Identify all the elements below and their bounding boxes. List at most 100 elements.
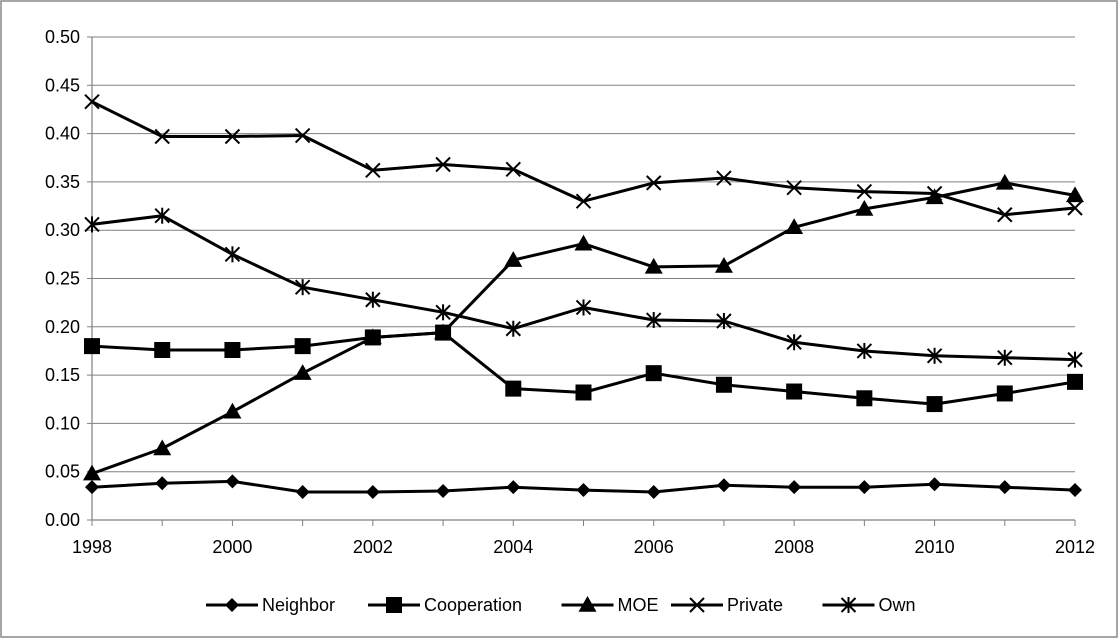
data-point xyxy=(154,341,171,358)
data-point xyxy=(856,390,873,407)
data-point xyxy=(294,127,311,144)
data-point xyxy=(84,216,100,233)
data-point xyxy=(294,279,311,296)
data-point xyxy=(365,162,381,179)
y-tick-labels: 0.00 0.05 0.10 0.15 0.20 0.25 0.30 0.35 0.40 0.45… xyxy=(45,27,80,530)
series-neighbor xyxy=(85,474,1082,499)
legend-label: Neighbor xyxy=(262,595,335,615)
series-moe xyxy=(83,173,1084,481)
legend-marker xyxy=(840,597,857,613)
data-point xyxy=(224,341,241,358)
data-point xyxy=(506,480,521,495)
y-tick-label: 0.10 xyxy=(45,413,80,433)
data-point xyxy=(154,207,170,224)
data-point xyxy=(995,173,1014,190)
data-point xyxy=(576,483,591,498)
legend-label: Own xyxy=(879,595,916,615)
data-point xyxy=(363,328,382,345)
series-group xyxy=(83,94,1084,499)
x-tick-label: 1998 xyxy=(72,537,112,557)
y-tick-label: 0.00 xyxy=(45,510,80,530)
data-point xyxy=(926,185,943,202)
y-tick-label: 0.35 xyxy=(45,172,80,192)
data-point xyxy=(786,383,803,400)
data-point xyxy=(575,193,592,209)
legend-item-neighbor: Neighbor xyxy=(206,595,335,615)
data-point xyxy=(575,299,592,316)
y-tick-label: 0.45 xyxy=(45,75,80,95)
legend-item-private: Private xyxy=(671,595,783,615)
data-point xyxy=(574,234,593,251)
data-point xyxy=(997,480,1012,495)
data-point xyxy=(716,478,731,493)
data-point xyxy=(646,175,662,191)
data-point xyxy=(435,156,451,173)
legend-marker xyxy=(386,597,402,613)
y-tick-label: 0.30 xyxy=(45,220,80,240)
data-point xyxy=(716,313,732,330)
data-point xyxy=(927,477,942,492)
data-point xyxy=(295,484,310,499)
data-point xyxy=(293,364,312,380)
gridlines xyxy=(92,36,1075,473)
x-tick-labels: 1998 2000 2002 2004 2006 2008 2010 2012 xyxy=(72,537,1095,557)
y-tick-label: 0.25 xyxy=(45,269,80,289)
data-point xyxy=(1067,373,1083,390)
data-point xyxy=(786,179,802,196)
x-tick-label: 2000 xyxy=(212,537,252,557)
data-point xyxy=(435,304,451,321)
series-private xyxy=(84,94,1083,223)
data-point xyxy=(857,480,872,495)
data-point xyxy=(223,402,242,419)
data-point xyxy=(1068,483,1082,498)
legend-marker xyxy=(578,596,597,612)
data-point xyxy=(716,170,732,186)
data-point xyxy=(1067,351,1083,368)
data-point xyxy=(505,161,521,178)
legend-item-cooperation: Cooperation xyxy=(368,595,522,615)
data-point xyxy=(1067,200,1083,216)
data-point xyxy=(785,218,804,235)
y-tick-label: 0.20 xyxy=(45,317,80,337)
data-point xyxy=(645,365,662,382)
data-point xyxy=(996,385,1013,402)
data-point xyxy=(787,480,802,495)
series-own xyxy=(84,207,1083,368)
data-point xyxy=(926,347,943,364)
data-point xyxy=(224,246,241,263)
data-point xyxy=(714,256,733,273)
y-tick-label: 0.40 xyxy=(45,124,80,144)
data-point xyxy=(83,464,101,481)
data-point xyxy=(85,480,99,495)
legend-label: MOE xyxy=(618,595,659,615)
data-point xyxy=(997,349,1013,366)
data-point xyxy=(154,128,170,145)
data-point xyxy=(225,474,240,489)
data-point xyxy=(646,484,661,499)
x-tick-label: 2004 xyxy=(493,537,533,557)
data-point xyxy=(1066,186,1084,203)
data-point xyxy=(365,291,381,308)
legend: Neighbor Cooperation MOE Private Own xyxy=(206,595,916,615)
data-point xyxy=(644,257,663,274)
data-point xyxy=(715,376,732,393)
data-point xyxy=(505,380,522,397)
data-point xyxy=(505,320,521,337)
axes xyxy=(87,36,1076,526)
data-point xyxy=(504,251,523,267)
x-tick-label: 2002 xyxy=(353,537,393,557)
data-point xyxy=(434,323,453,340)
y-tick-label: 0.15 xyxy=(45,365,80,385)
legend-marker xyxy=(225,598,239,612)
x-tick-label: 2008 xyxy=(774,537,814,557)
data-point xyxy=(856,342,873,359)
data-point xyxy=(856,183,873,200)
x-tick-label: 2012 xyxy=(1055,537,1095,557)
data-point xyxy=(436,484,451,499)
data-point xyxy=(365,484,380,499)
y-tick-label: 0.50 xyxy=(45,27,80,47)
data-point xyxy=(786,334,802,351)
